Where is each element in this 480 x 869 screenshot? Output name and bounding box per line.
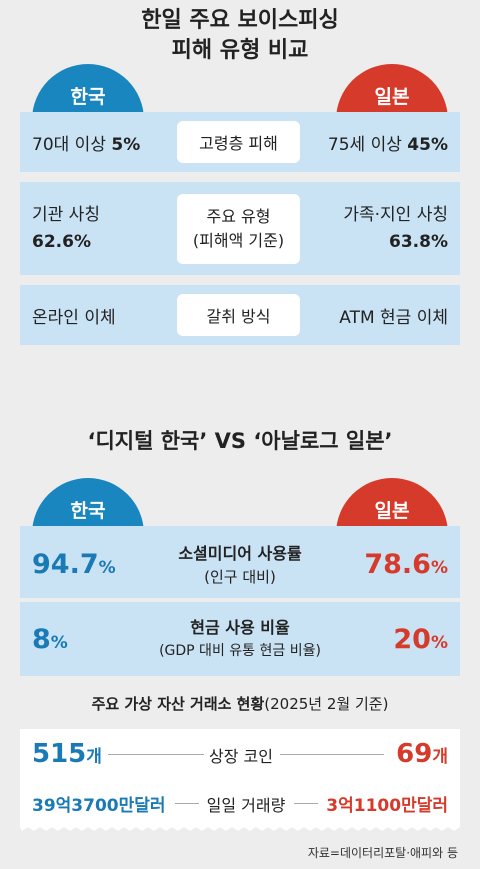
japan-method: ATM 현금 이체	[339, 308, 448, 328]
cash-label: 현금 사용 비율	[190, 618, 290, 637]
comparison-row-main-type: 기관 사칭 62.6% 주요 유형 (피해액 기준) 가족·지인 사칭 63.8…	[20, 182, 460, 275]
ticket-zigzag-edge	[20, 823, 460, 831]
korea-method: 온라인 이체	[32, 308, 116, 328]
japan-elderly: 75세 이상 45%	[327, 135, 448, 155]
social-sub: (인구 대비)	[204, 568, 276, 586]
korea-listed-coins: 515개	[32, 739, 102, 769]
category-main-type-line2: (피해액 기준)	[192, 231, 285, 250]
exchange-ticket: 515개 상장 코인 69개 39억3700만달러 일일 거래량 3억1100만…	[20, 729, 460, 831]
connector-line	[108, 754, 204, 755]
section2-title: ‘디지털 한국’ VS ‘아날로그 일본’	[87, 429, 393, 453]
stats-divider	[20, 598, 460, 602]
exchange-title: 주요 가상 자산 거래소 현황(2025년 2월 기준)	[91, 695, 389, 713]
korea-cash-value: 8%	[32, 624, 68, 655]
korea-social-value: 94.7%	[32, 549, 116, 580]
japan-social-value: 78.6%	[364, 549, 448, 580]
comparison-row-method: 온라인 이체 갈취 방식 ATM 현금 이체	[20, 285, 460, 345]
source-note: 자료=데이터리포탈·애피와 등	[307, 846, 458, 860]
social-label: 소셜미디어 사용률	[178, 544, 302, 563]
korea-elderly: 70대 이상 5%	[32, 135, 141, 155]
section1-title-line2: 피해 유형 비교	[171, 38, 309, 63]
comparison-row-elderly: 70대 이상 5% 고령층 피해 75세 이상 45%	[20, 112, 460, 172]
korea-main-type-value: 62.6%	[32, 232, 91, 252]
connector-line	[175, 803, 199, 804]
japan-main-type: 가족·지인 사칭	[343, 205, 448, 225]
section1-title-line1: 한일 주요 보이스피싱	[141, 8, 339, 33]
japan-daily-volume: 3억1100만달러	[326, 796, 448, 816]
japan-cash-value: 20%	[393, 624, 448, 655]
category-main-type-line1: 주요 유형	[206, 207, 271, 226]
connector-line	[280, 754, 384, 755]
japan-listed-coins: 69개	[396, 739, 448, 769]
category-main-type: 주요 유형 (피해액 기준)	[177, 194, 300, 264]
category-method: 갈취 방식	[177, 294, 300, 336]
listed-label: 상장 코인	[209, 747, 273, 766]
volume-label: 일일 거래량	[206, 796, 286, 815]
japan-main-type-value: 63.8%	[389, 232, 448, 252]
korea-main-type: 기관 사칭	[32, 205, 100, 225]
korea-daily-volume: 39억3700만달러	[32, 796, 166, 816]
category-elderly: 고령층 피해	[177, 121, 300, 163]
cash-sub: (GDP 대비 유통 현금 비율)	[159, 643, 321, 659]
connector-line	[294, 803, 318, 804]
